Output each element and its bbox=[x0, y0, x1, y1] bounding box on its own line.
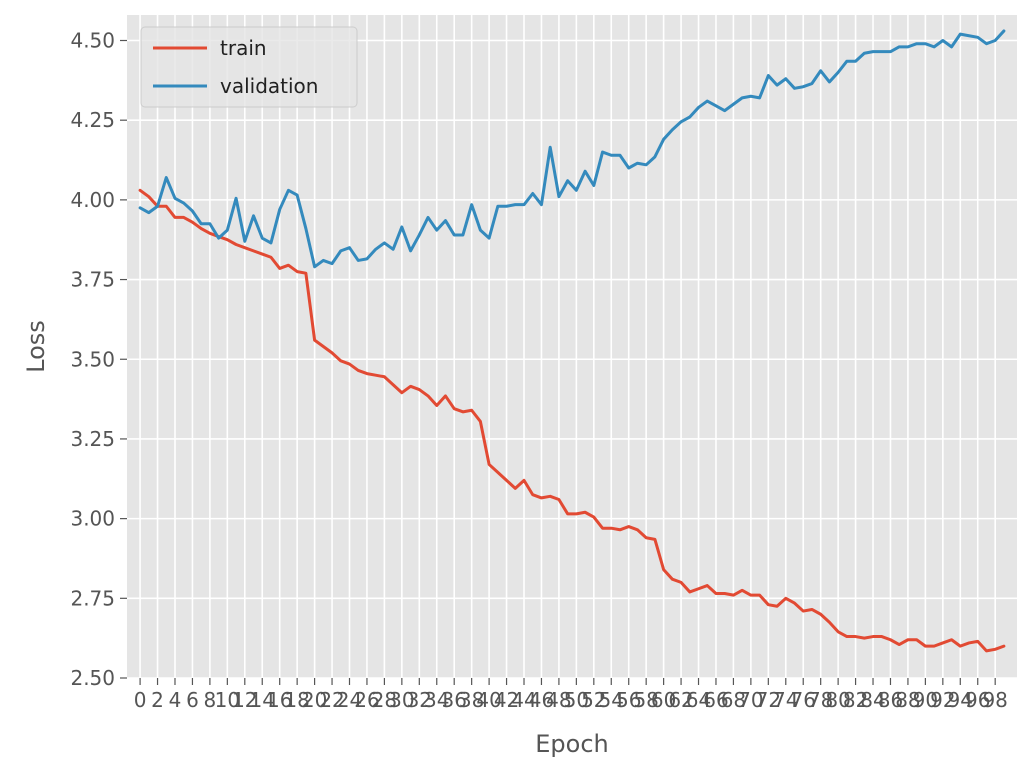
x-tick-label: 8 bbox=[204, 688, 217, 712]
x-tick-label: 74 bbox=[773, 688, 798, 712]
x-tick-label: 54 bbox=[599, 688, 624, 712]
x-tick-label: 48 bbox=[546, 688, 571, 712]
x-tick-label: 88 bbox=[895, 688, 920, 712]
x-tick-label: 44 bbox=[511, 688, 536, 712]
x-tick-label: 36 bbox=[441, 688, 466, 712]
x-tick-label: 50 bbox=[564, 688, 589, 712]
grid bbox=[127, 15, 1017, 679]
x-tick-label: 60 bbox=[651, 688, 676, 712]
y-tick-label: 2.50 bbox=[70, 666, 115, 690]
y-tick-label: 4.00 bbox=[70, 188, 115, 212]
x-tick-label: 94 bbox=[948, 688, 973, 712]
x-tick-label: 30 bbox=[389, 688, 414, 712]
series-line-validation bbox=[138, 29, 1006, 269]
x-tick-label: 22 bbox=[319, 688, 344, 712]
x-tick-label: 92 bbox=[930, 688, 955, 712]
legend-validation-label: validation bbox=[220, 74, 318, 98]
x-tick-label: 78 bbox=[808, 688, 833, 712]
x-tick-label: 62 bbox=[668, 688, 693, 712]
x-tick-label: 4 bbox=[169, 688, 182, 712]
x-tick-label: 32 bbox=[407, 688, 432, 712]
y-tick-label: 3.50 bbox=[70, 347, 115, 371]
x-tick-label: 20 bbox=[302, 688, 327, 712]
x-tick-label: 42 bbox=[494, 688, 519, 712]
x-tick-label: 56 bbox=[616, 688, 641, 712]
x-tick-label: 76 bbox=[790, 688, 815, 712]
y-tick-label: 2.75 bbox=[70, 586, 115, 610]
y-tick-label: 3.00 bbox=[70, 507, 115, 531]
x-axis-label: Epoch bbox=[535, 730, 609, 758]
x-tick-label: 40 bbox=[476, 688, 501, 712]
x-tick-label: 66 bbox=[703, 688, 728, 712]
x-tick-label: 52 bbox=[581, 688, 606, 712]
x-tick-label: 90 bbox=[913, 688, 938, 712]
x-axis-ticks: 0 2 4 6 810121416182022242628303234363840424… bbox=[134, 678, 1008, 712]
x-tick-label: 12 bbox=[232, 688, 257, 712]
x-tick-label: 18 bbox=[284, 688, 309, 712]
x-tick-label: 96 bbox=[965, 688, 990, 712]
x-tick-label: 14 bbox=[250, 688, 275, 712]
x-tick-label: 70 bbox=[738, 688, 763, 712]
legend: train validation bbox=[140, 26, 358, 108]
y-tick-label: 3.75 bbox=[70, 268, 115, 292]
x-tick-label: 28 bbox=[372, 688, 397, 712]
y-axis-label: Loss bbox=[22, 320, 50, 373]
series-line-train bbox=[138, 188, 1006, 653]
plot-area bbox=[127, 15, 1017, 678]
x-tick-label: 34 bbox=[424, 688, 449, 712]
x-tick-label: 58 bbox=[633, 688, 658, 712]
x-tick-label: 80 bbox=[825, 688, 850, 712]
x-tick-label: 98 bbox=[982, 688, 1007, 712]
y-tick-label: 4.25 bbox=[70, 108, 115, 132]
legend-train-label: train bbox=[220, 36, 267, 60]
y-axis-ticks: 2.50 2.75 3.00 3.25 3.50 3.75 4.00 4.25 4.50 bbox=[70, 29, 127, 690]
x-tick-label: 82 bbox=[843, 688, 868, 712]
x-tick-label: 72 bbox=[756, 688, 781, 712]
x-tick-label: 84 bbox=[860, 688, 885, 712]
x-tick-label: 38 bbox=[459, 688, 484, 712]
x-tick-label: 2 bbox=[151, 688, 164, 712]
y-tick-label: 4.50 bbox=[70, 29, 115, 53]
series-lines bbox=[138, 29, 1006, 653]
y-tick-label: 3.25 bbox=[70, 427, 115, 451]
x-tick-label: 24 bbox=[337, 688, 362, 712]
x-tick-label: 64 bbox=[686, 688, 711, 712]
x-tick-label: 6 bbox=[186, 688, 199, 712]
x-tick-label: 68 bbox=[721, 688, 746, 712]
x-tick-label: 46 bbox=[529, 688, 554, 712]
x-tick-label: 0 bbox=[134, 688, 147, 712]
x-tick-label: 26 bbox=[354, 688, 379, 712]
x-tick-label: 86 bbox=[878, 688, 903, 712]
x-tick-label: 10 bbox=[215, 688, 240, 712]
x-tick-label: 16 bbox=[267, 688, 292, 712]
